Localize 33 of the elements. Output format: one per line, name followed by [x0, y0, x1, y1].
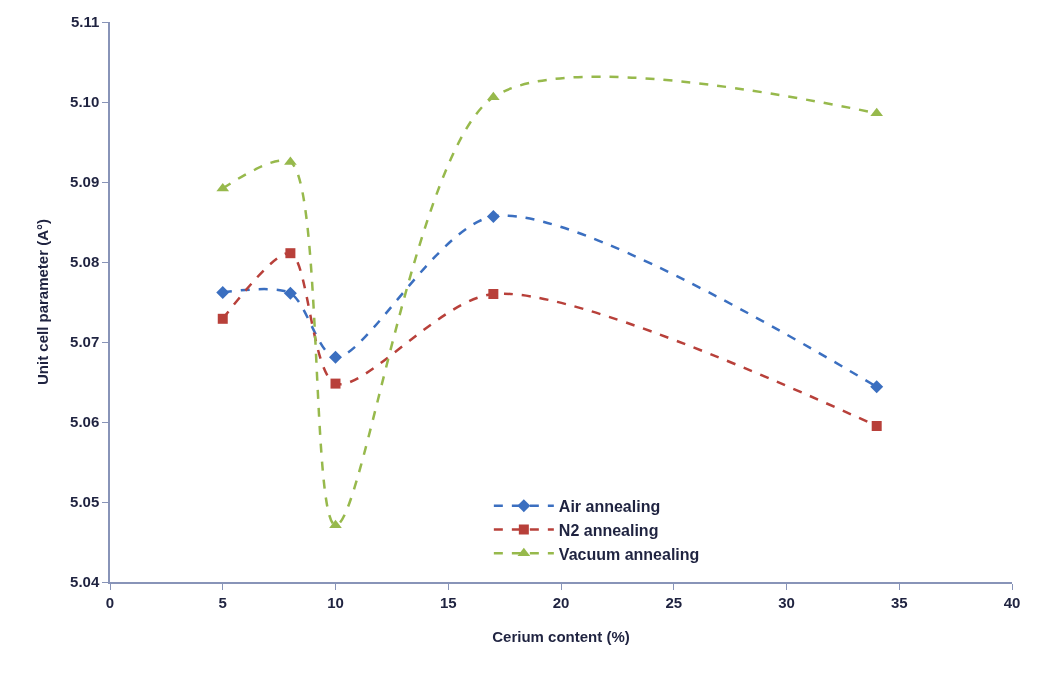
y-tick-label: 5.04 — [70, 573, 100, 591]
x-tick-label: 0 — [105, 593, 115, 611]
point — [488, 289, 499, 299]
point — [285, 248, 296, 259]
legend-label: Vacuum annealing — [558, 545, 700, 563]
x-tick-label: 40 — [1003, 593, 1021, 611]
point — [871, 421, 882, 431]
x-tick-label: 5 — [218, 593, 227, 611]
y-tick-label: 5.11 — [70, 13, 100, 31]
y-tick-label: 5.06 — [70, 413, 100, 431]
y-tick-label: 5.09 — [70, 173, 100, 191]
y-tick-label: 5.07 — [70, 333, 100, 351]
x-tick-label: 35 — [890, 593, 908, 611]
x-tick-label: 25 — [665, 593, 683, 611]
point — [283, 286, 297, 300]
point — [486, 209, 500, 223]
point — [216, 182, 230, 192]
x-axis-title: Cerium content (%) — [492, 628, 630, 646]
x-tick-label: 15 — [439, 593, 457, 611]
legend-label: Air annealing — [558, 497, 661, 515]
x-tick-label: 10 — [327, 593, 344, 611]
point — [330, 378, 341, 389]
x-tick-label: 20 — [552, 593, 570, 611]
y-tick-label: 5.05 — [70, 493, 100, 511]
y-tick-label: 5.08 — [70, 253, 100, 271]
point — [329, 350, 342, 364]
point — [216, 285, 230, 299]
point — [217, 313, 228, 324]
legend-label: N2 annealing — [558, 521, 659, 539]
y-axis-title: Unit cell parameter (A°) — [33, 218, 51, 386]
x-tick-label: 30 — [778, 593, 795, 611]
y-tick-label: 5.10 — [70, 93, 100, 111]
point — [870, 380, 884, 394]
